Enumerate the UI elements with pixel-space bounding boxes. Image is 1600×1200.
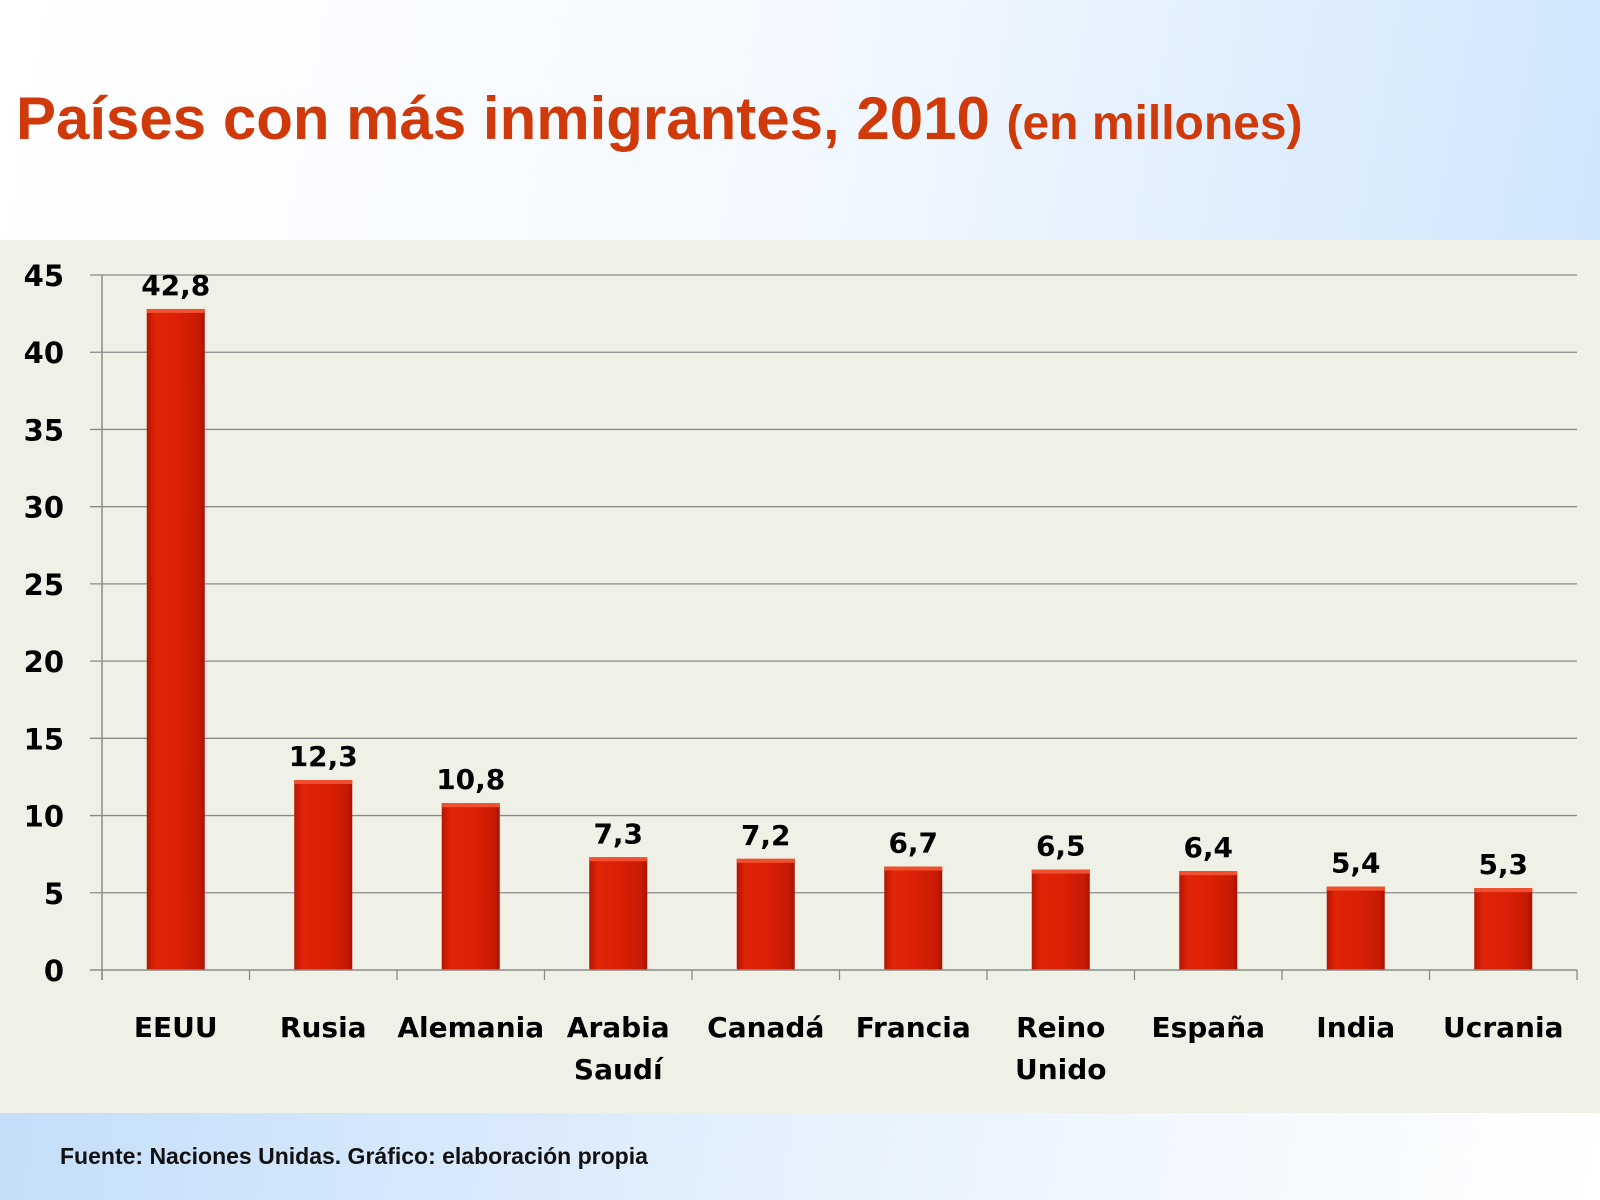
x-category-label: Alemania bbox=[397, 1011, 544, 1044]
bar bbox=[1179, 871, 1238, 970]
bar bbox=[294, 780, 353, 970]
data-label: 10,8 bbox=[436, 763, 505, 796]
y-tick-label: 40 bbox=[24, 336, 64, 370]
data-label: 7,2 bbox=[741, 819, 791, 852]
bar-top-highlight bbox=[1031, 869, 1090, 874]
bar-top-highlight bbox=[589, 857, 648, 862]
title-sub: (en millones) bbox=[1006, 97, 1303, 150]
y-tick-label: 0 bbox=[44, 954, 64, 988]
y-tick-label: 35 bbox=[24, 413, 64, 447]
bar-top-highlight bbox=[146, 308, 205, 313]
data-label: 6,7 bbox=[888, 827, 938, 860]
footer-band bbox=[0, 1113, 1600, 1200]
x-category-label: Ucrania bbox=[1443, 1011, 1563, 1044]
x-category-label: EEUU bbox=[134, 1011, 218, 1044]
data-label: 6,5 bbox=[1036, 830, 1086, 863]
bar bbox=[1031, 869, 1090, 970]
data-label: 5,4 bbox=[1331, 847, 1381, 880]
data-label: 42,8 bbox=[141, 269, 210, 302]
x-category-label: Saudí bbox=[574, 1053, 664, 1086]
x-category-label: Francia bbox=[856, 1011, 971, 1044]
data-label: 5,3 bbox=[1478, 848, 1528, 881]
x-category-label: Reino bbox=[1016, 1011, 1105, 1044]
y-tick-label: 5 bbox=[44, 877, 64, 911]
title-main: Países con más inmigrantes, 2010 bbox=[16, 85, 990, 152]
bar bbox=[1326, 886, 1385, 970]
bar bbox=[1474, 888, 1533, 970]
data-label: 7,3 bbox=[593, 817, 643, 850]
x-category-label: Rusia bbox=[280, 1011, 367, 1044]
y-tick-label: 10 bbox=[24, 800, 64, 834]
chart-title: Países con más inmigrantes, 2010 (en mil… bbox=[16, 84, 1303, 153]
bar-top-highlight bbox=[441, 803, 500, 808]
data-label: 12,3 bbox=[289, 740, 358, 773]
x-category-label: Canadá bbox=[707, 1011, 824, 1044]
x-category-label: India bbox=[1316, 1011, 1395, 1044]
bar bbox=[884, 866, 943, 970]
source-note: Fuente: Naciones Unidas. Gráfico: elabor… bbox=[60, 1143, 648, 1169]
x-category-label: Arabia bbox=[567, 1011, 670, 1044]
bar-top-highlight bbox=[294, 780, 353, 785]
y-tick-label: 20 bbox=[24, 645, 64, 679]
y-tick-label: 25 bbox=[24, 568, 64, 602]
data-label: 6,4 bbox=[1183, 831, 1233, 864]
bar-top-highlight bbox=[1326, 886, 1385, 891]
bar bbox=[146, 308, 205, 970]
x-category-label: España bbox=[1151, 1011, 1265, 1044]
y-tick-label: 30 bbox=[24, 491, 64, 525]
bar bbox=[441, 803, 500, 970]
bar-top-highlight bbox=[1474, 888, 1533, 893]
bar bbox=[589, 857, 648, 970]
y-tick-label: 15 bbox=[24, 722, 64, 756]
bar-top-highlight bbox=[1179, 871, 1238, 876]
y-tick-label: 45 bbox=[24, 259, 64, 293]
x-category-label: Unido bbox=[1015, 1053, 1107, 1086]
bar-top-highlight bbox=[884, 866, 943, 871]
bar bbox=[736, 858, 795, 970]
bar-top-highlight bbox=[736, 858, 795, 863]
